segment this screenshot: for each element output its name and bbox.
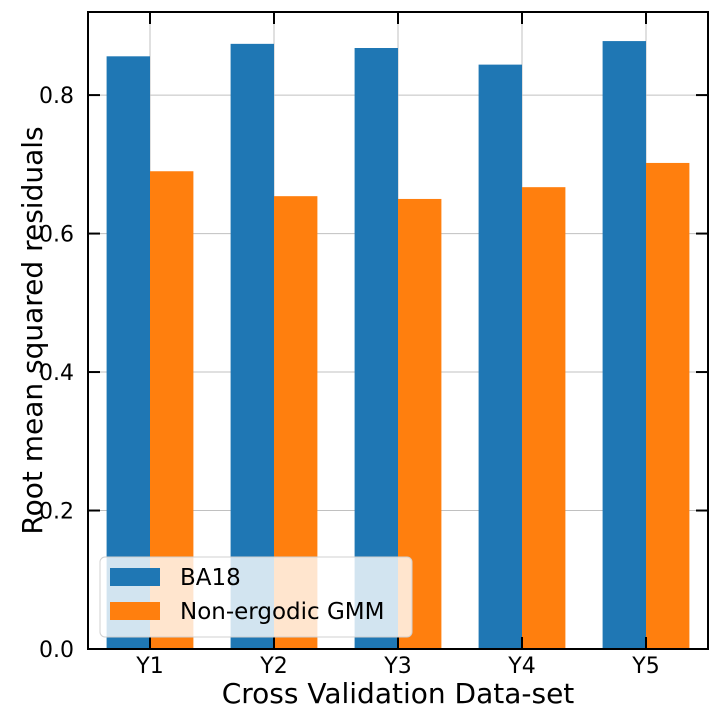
bar-non-ergodic-gmm-y4 <box>522 187 566 650</box>
y-tick-label: 0.8 <box>39 84 74 109</box>
bar-ba18-y3 <box>354 48 398 650</box>
bars <box>106 41 690 650</box>
y-tick-labels: 0.0 0.2 0.4 0.6 0.8 <box>39 84 74 663</box>
x-tick-label: Y1 <box>135 654 163 679</box>
y-axis-label: Root mean squared residuals <box>16 126 49 534</box>
bar-non-ergodic-gmm-y5 <box>646 162 690 650</box>
x-tick-label: Y5 <box>631 654 659 679</box>
legend-swatch <box>110 568 160 586</box>
x-tick-labels: Y1 Y2 Y3 Y4 Y5 <box>135 654 659 679</box>
x-tick-label: Y3 <box>383 654 411 679</box>
y-tick-label: 0.0 <box>39 638 74 663</box>
x-tick-label: Y2 <box>259 654 287 679</box>
legend: BA18 Non-ergodic GMM <box>99 556 413 638</box>
bar-ba18-y4 <box>478 64 522 649</box>
legend-box <box>99 556 413 638</box>
x-tick-label: Y4 <box>507 654 535 679</box>
legend-entry: Non-ergodic GMM <box>180 599 384 625</box>
x-axis-label: Cross Validation Data-set <box>222 677 575 710</box>
legend-entry: BA18 <box>180 565 241 591</box>
y-tick-label: 0.4 <box>39 361 74 386</box>
bar-ba18-y5 <box>602 41 646 649</box>
legend-swatch <box>110 602 160 620</box>
y-tick-label: 0.6 <box>39 223 74 248</box>
bar-ba18-y1 <box>106 56 150 649</box>
bar-ba18-y2 <box>230 43 274 650</box>
axis-ticks <box>88 12 708 650</box>
y-tick-label: 0.2 <box>39 500 74 525</box>
